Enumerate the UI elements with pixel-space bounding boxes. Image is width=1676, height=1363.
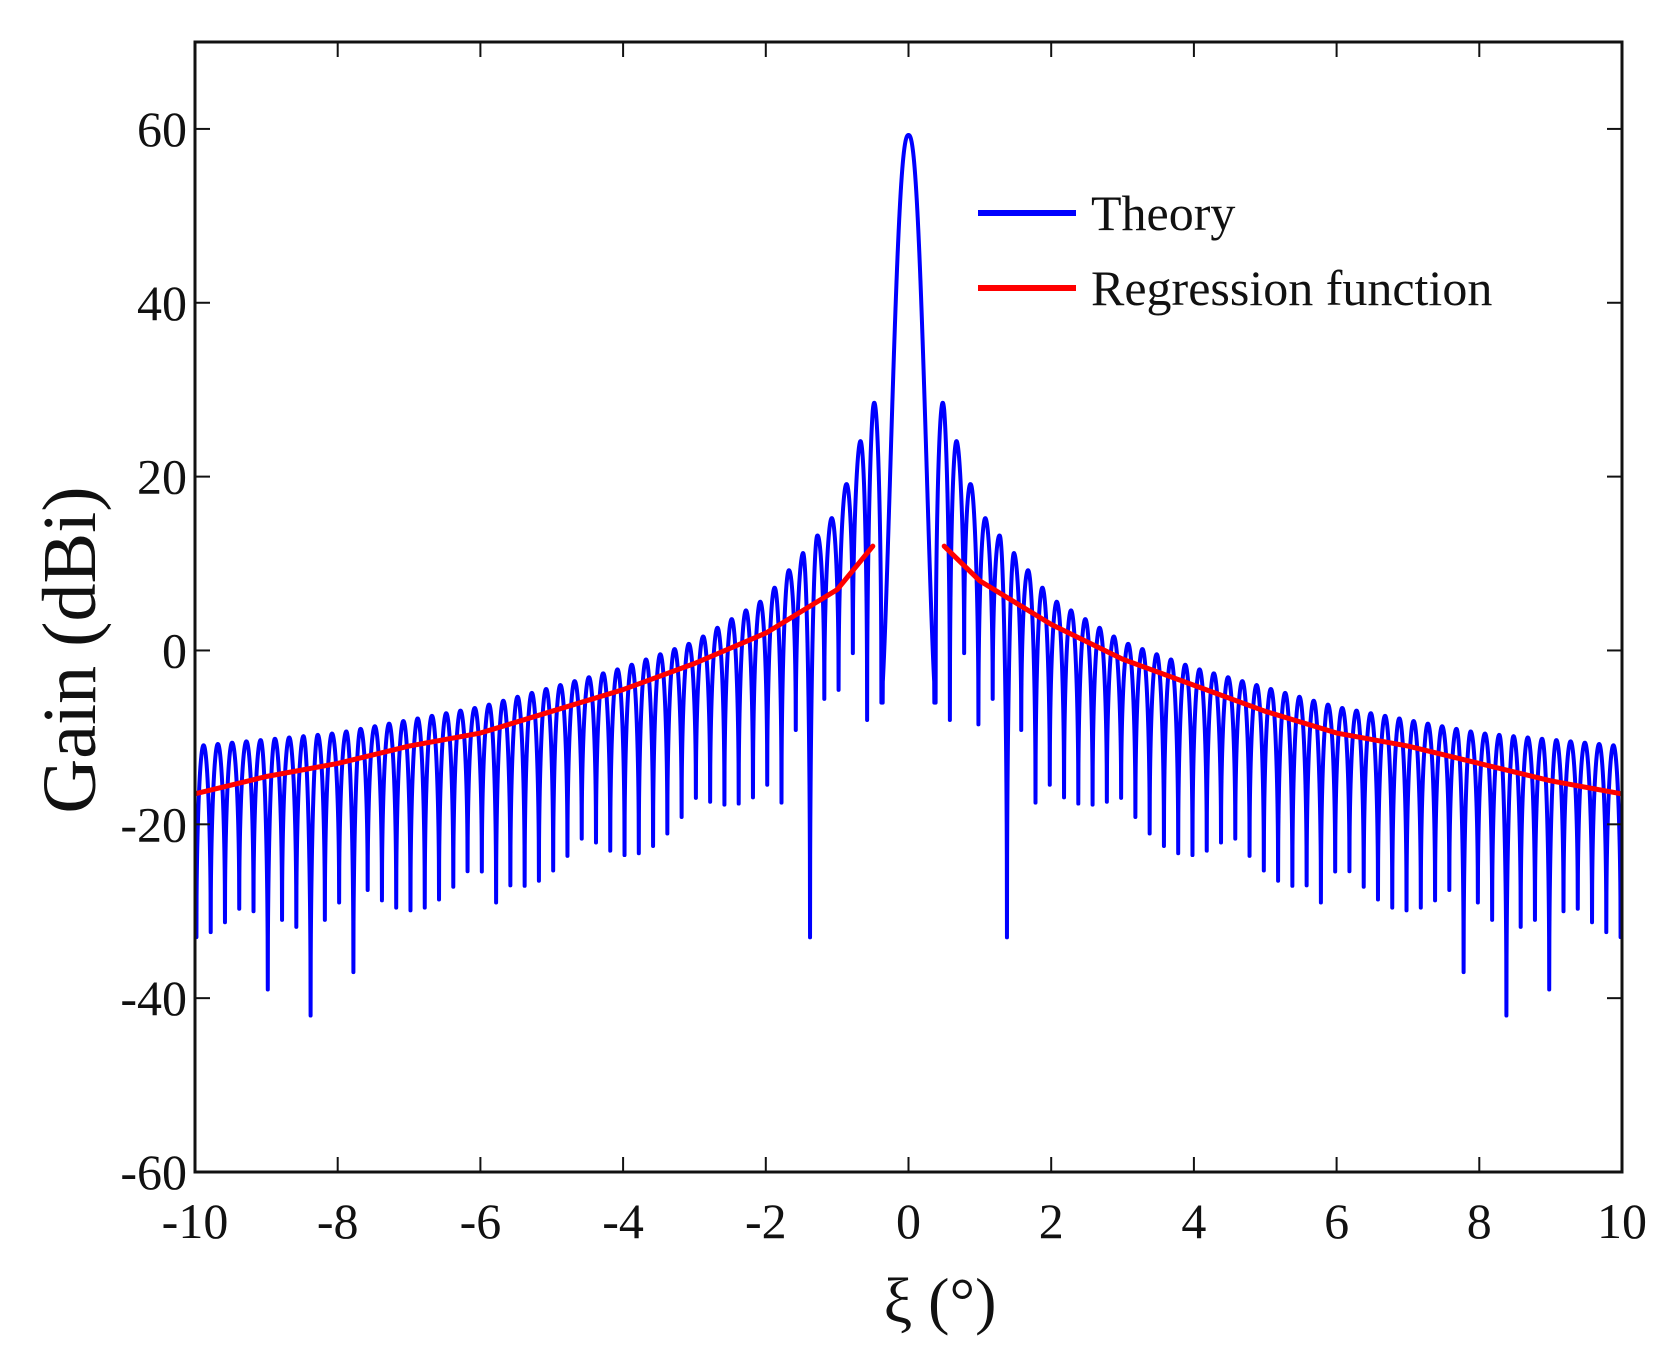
x-tick-label: -6 (460, 1193, 502, 1249)
x-tick-label: 8 (1467, 1193, 1492, 1249)
y-tick-label: 40 (137, 275, 187, 331)
x-axis-title: ξ (°) (884, 1265, 997, 1336)
series-line-regression-right (941, 543, 1622, 797)
x-tick-label: -8 (317, 1193, 359, 1249)
x-tick-label: 4 (1181, 1193, 1206, 1249)
y-axis-title: Gain (dBi) (28, 486, 112, 813)
legend-label-theory: Theory (1091, 185, 1235, 241)
x-tick-label: 10 (1597, 1193, 1647, 1249)
series-layer (195, 133, 1622, 1018)
series-line-regression-left (195, 543, 876, 797)
x-tick-label: -4 (602, 1193, 644, 1249)
y-tick-label: 60 (137, 101, 187, 157)
x-tick-label: -10 (162, 1193, 229, 1249)
axis-ticks (194, 42, 1623, 1173)
x-tick-label: 6 (1324, 1193, 1349, 1249)
x-tick-label: 0 (896, 1193, 921, 1249)
x-tick-label: 2 (1039, 1193, 1064, 1249)
y-tick-label: -20 (120, 796, 187, 852)
x-tick-label: -2 (745, 1193, 787, 1249)
legend: Theory Regression function (978, 185, 1492, 316)
plot-area (195, 133, 1622, 1018)
series-line-theory (195, 133, 1622, 1018)
y-tick-label: 0 (162, 622, 187, 678)
y-tick-label: -60 (120, 1144, 187, 1200)
y-tick-label: -40 (120, 970, 187, 1026)
y-tick-label: 20 (137, 449, 187, 505)
legend-label-regression: Regression function (1091, 260, 1492, 316)
